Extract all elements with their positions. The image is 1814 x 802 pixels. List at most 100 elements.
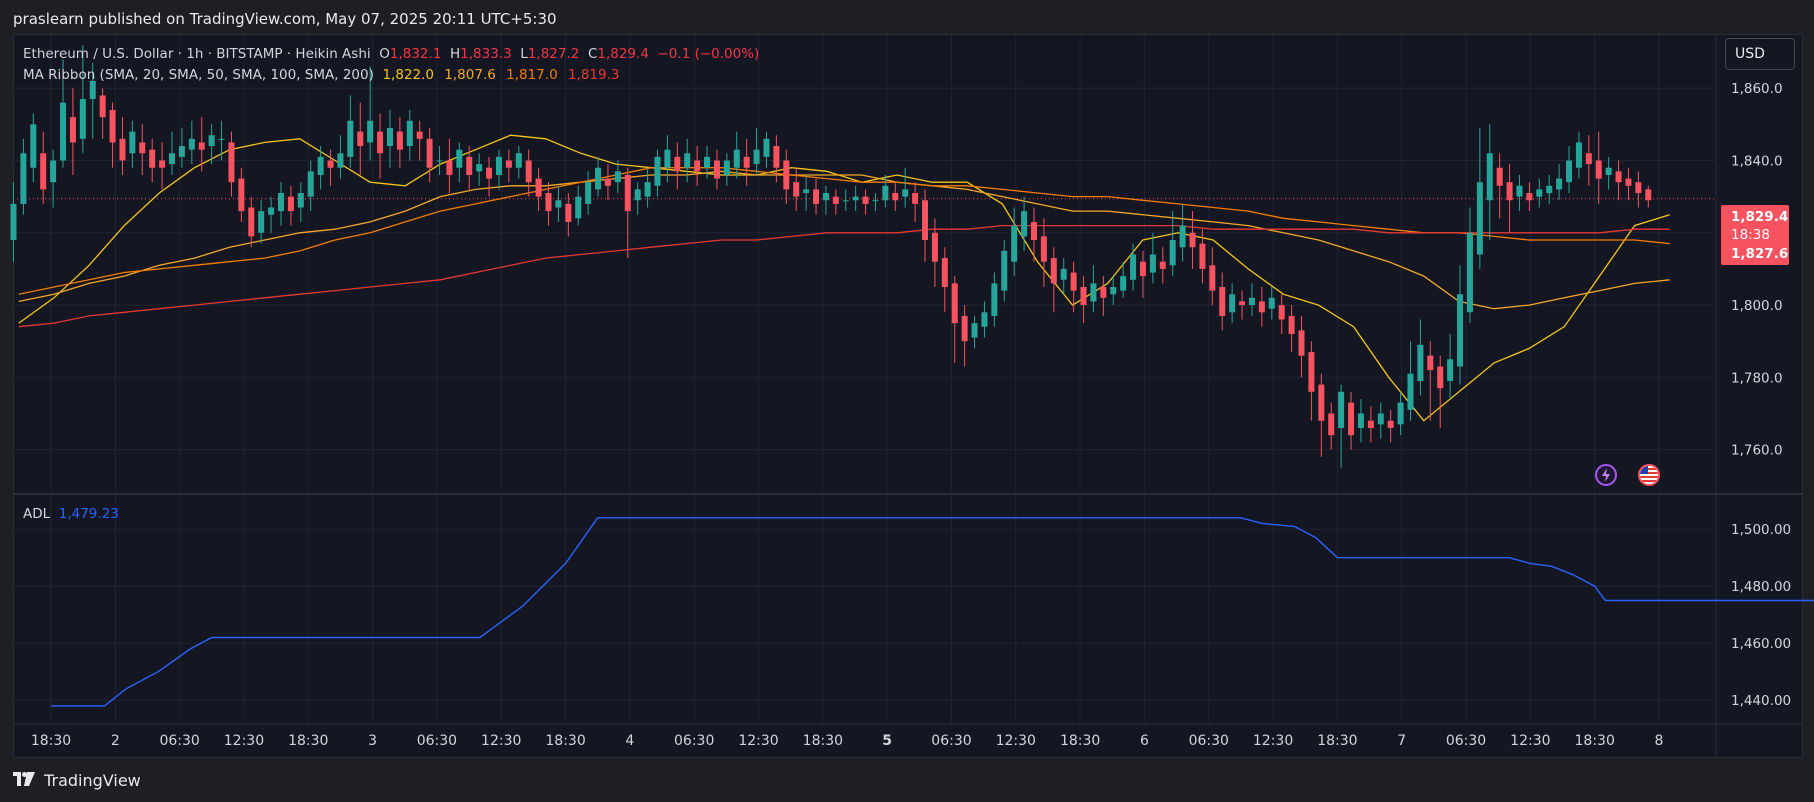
candle-body — [1566, 160, 1573, 183]
candle-body — [238, 178, 245, 212]
candle-body — [1575, 142, 1582, 168]
currency-button[interactable]: USD — [1725, 38, 1795, 70]
candle-body — [99, 95, 106, 118]
candle-body — [149, 149, 156, 168]
candle-body — [1348, 402, 1355, 436]
candle-body — [555, 200, 562, 208]
candle-body — [1021, 211, 1028, 237]
x-tick-label: 7 — [1397, 733, 1406, 749]
candle-body — [367, 120, 374, 143]
symbol-title[interactable]: Ethereum / U.S. Dollar · 1h · BITSTAMP ·… — [23, 46, 371, 62]
candle-body — [1070, 272, 1077, 291]
candle-body — [1298, 330, 1305, 356]
candle-body — [1357, 413, 1364, 428]
ma-line-sma50 — [18, 170, 1670, 310]
candle-body — [198, 142, 205, 150]
candle-body — [803, 189, 810, 194]
x-tick-label: 18:30 — [545, 733, 585, 749]
adl-title[interactable]: ADL — [23, 506, 51, 522]
candle-body — [1179, 225, 1186, 248]
candle-body — [783, 160, 790, 190]
candle-body — [466, 156, 473, 175]
candle-body — [1516, 185, 1523, 197]
candle-body — [971, 323, 978, 338]
x-tick-label: 12:30 — [1510, 733, 1550, 749]
candle-body — [416, 131, 423, 139]
candle-body — [456, 149, 463, 168]
candle-body — [545, 193, 552, 212]
x-tick-label: 18:30 — [288, 733, 328, 749]
y-tick-label: 1,780.0 — [1731, 370, 1783, 386]
candle-body — [1248, 297, 1255, 306]
candle-body — [248, 207, 255, 237]
candle-body — [1536, 189, 1543, 197]
candle-body — [634, 189, 641, 201]
candle-body — [793, 182, 800, 197]
candle-body — [139, 142, 146, 154]
candle-body — [1011, 225, 1018, 262]
candle-body — [1060, 268, 1067, 280]
ma-ribbon-title[interactable]: MA Ribbon (SMA, 20, SMA, 50, SMA, 100, S… — [23, 67, 374, 83]
ma-line-sma20 — [18, 134, 1670, 422]
bar-countdown: 18:38 — [1731, 227, 1770, 243]
candle-body — [178, 146, 185, 157]
candle-body — [1001, 250, 1008, 291]
candle-body — [654, 156, 661, 186]
candle-body — [10, 203, 17, 241]
close-label: C — [587, 46, 598, 62]
x-tick-label: 12:30 — [224, 733, 264, 749]
candle-body — [1308, 352, 1315, 392]
candle-body — [1387, 420, 1394, 428]
candle-body — [406, 120, 413, 147]
price-tag: 1,829.4 18:38 1,827.6 — [1721, 205, 1789, 265]
candle-body — [1169, 240, 1176, 266]
candle-body — [1486, 153, 1493, 201]
candle-body — [436, 160, 443, 162]
last-price: 1,829.4 — [1731, 209, 1789, 225]
candle-body — [1437, 366, 1444, 389]
candle-body — [287, 196, 294, 212]
us-flag-icon[interactable] — [1638, 464, 1660, 486]
lightning-icon[interactable] — [1595, 464, 1617, 486]
sma100-value: 1,817.0 — [506, 67, 558, 83]
candle-body — [862, 196, 869, 204]
candle-body — [1466, 232, 1473, 313]
candle-body — [396, 131, 403, 150]
tradingview-logo-icon[interactable] — [13, 771, 35, 790]
tradingview-brand[interactable]: TradingView — [44, 771, 141, 790]
x-tick-label: 18:30 — [31, 733, 71, 749]
x-tick-label: 18:30 — [1317, 733, 1357, 749]
candle-body — [773, 146, 780, 168]
candle-body — [614, 171, 621, 183]
adl-y-tick-label: 1,500.00 — [1731, 522, 1791, 538]
candle-body — [129, 131, 136, 154]
sma20-value: 1,822.0 — [382, 67, 434, 83]
candle-body — [20, 153, 27, 204]
y-tick-label: 1,760.0 — [1731, 443, 1783, 459]
adl-y-tick-label: 1,480.00 — [1731, 579, 1791, 595]
candle-body — [169, 153, 176, 165]
x-tick-label: 3 — [368, 733, 377, 749]
candle-body — [585, 182, 592, 204]
candle-body — [317, 156, 324, 175]
candle-body — [1100, 286, 1107, 298]
candle-body — [357, 131, 364, 147]
x-tick-label: 12:30 — [1253, 733, 1293, 749]
candle-body — [1080, 286, 1087, 306]
candle-body — [1427, 355, 1434, 371]
candle-body — [60, 102, 67, 161]
candle-body — [1050, 258, 1057, 284]
candle-body — [595, 167, 602, 190]
candle-body — [1595, 160, 1602, 179]
candle-body — [40, 153, 47, 190]
candle-body — [228, 142, 235, 183]
ma-line-sma100 — [18, 167, 1670, 295]
candle-body — [704, 156, 711, 168]
candle-body — [1030, 221, 1037, 241]
candle-body — [753, 149, 760, 165]
candle-body — [1526, 193, 1533, 201]
candle-body — [713, 160, 720, 179]
candle-body — [486, 167, 493, 179]
x-tick-label: 18:30 — [803, 733, 843, 749]
